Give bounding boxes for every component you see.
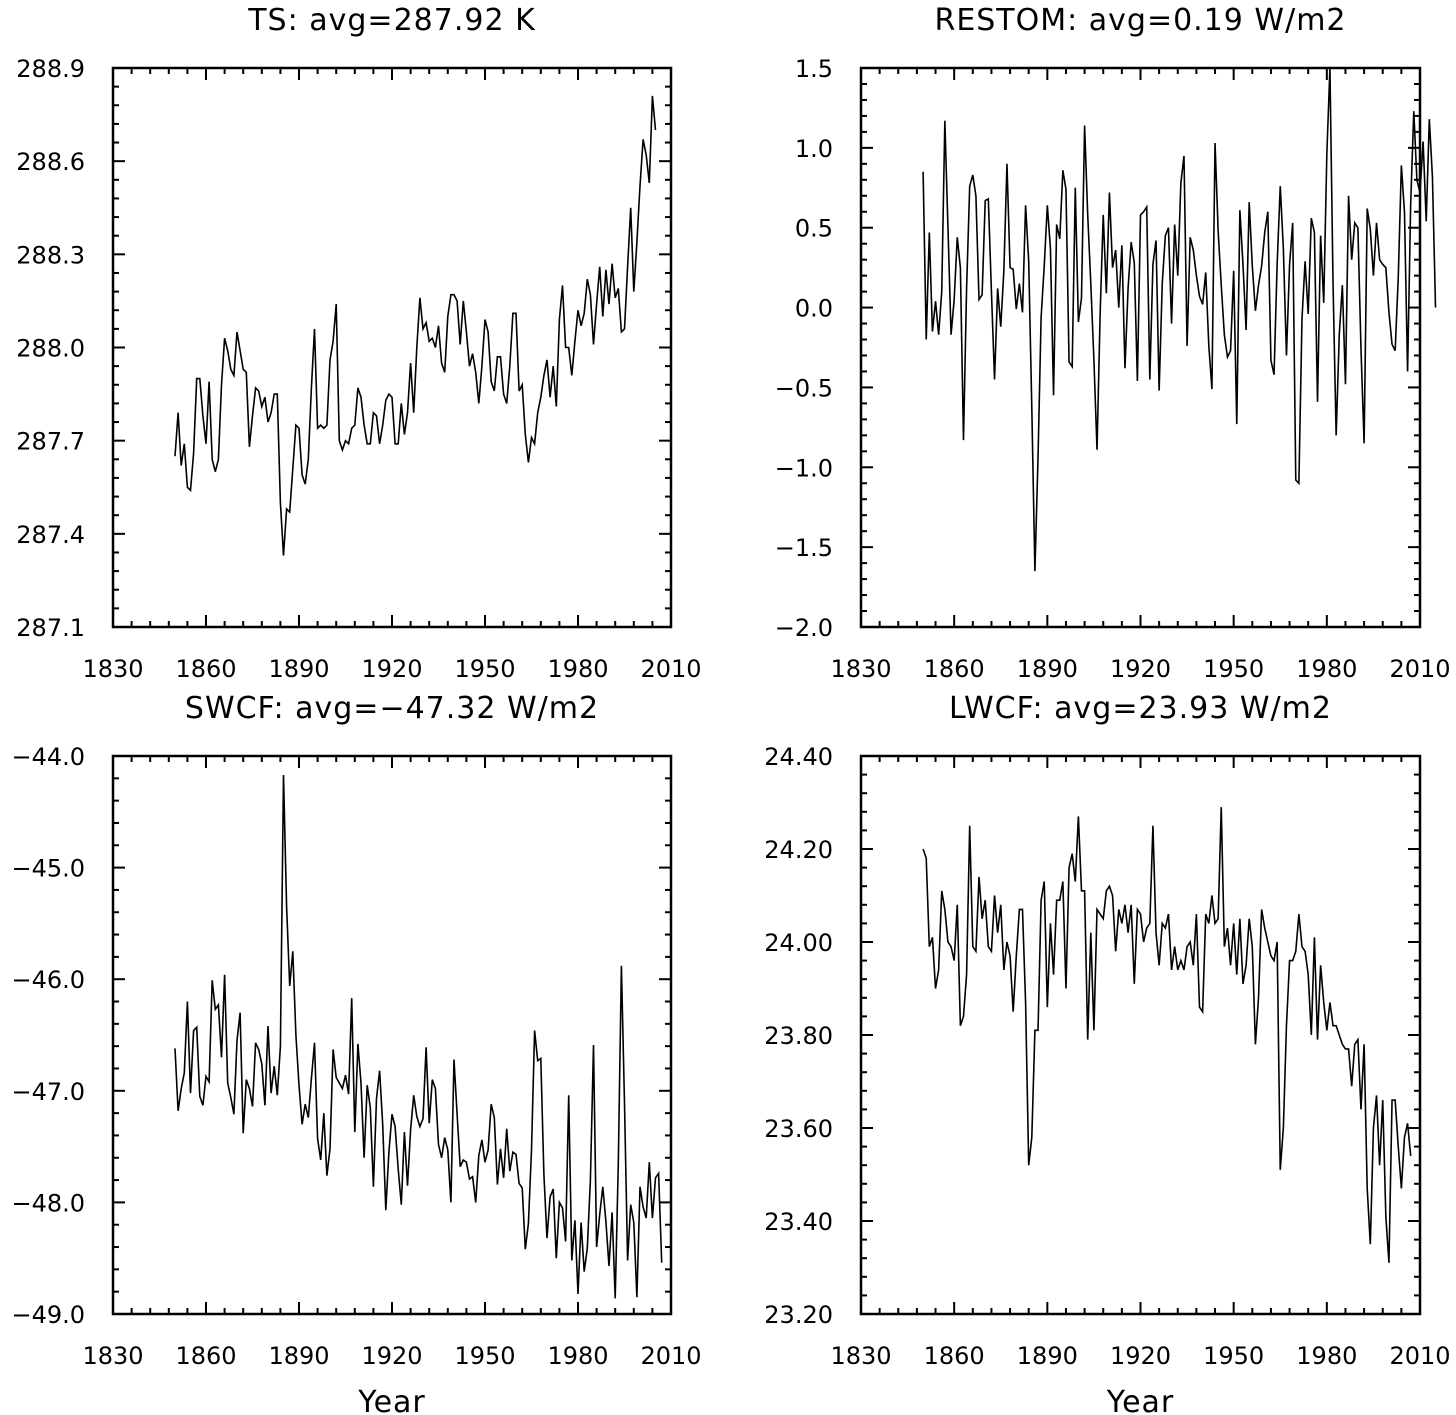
restom-x-tick-label: 1860 <box>924 655 985 683</box>
ts-y-tick-label: 288.9 <box>16 55 85 83</box>
ts-x-tick-label: 1980 <box>547 655 608 683</box>
ts-y-tick-label: 288.0 <box>16 335 85 363</box>
lwcf-plot-frame <box>859 754 1422 1316</box>
restom-x-tick-label: 1920 <box>1110 655 1171 683</box>
swcf-x-tick-label: 1980 <box>547 1342 608 1370</box>
swcf-y-tick-label: −44.0 <box>11 743 85 771</box>
ts-y-tick-label: 288.6 <box>16 148 85 176</box>
swcf-x-tick-label: 1830 <box>82 1342 143 1370</box>
swcf-title: SWCF: avg=−47.32 W/m2 <box>185 691 599 726</box>
lwcf-series-line <box>922 807 1412 1263</box>
restom-y-tick-label: 1.5 <box>795 55 833 83</box>
ts-x-tick-label: 1920 <box>361 655 422 683</box>
lwcf-x-tick-label: 1860 <box>924 1342 985 1370</box>
restom-x-tick-label: 1950 <box>1203 655 1264 683</box>
lwcf-y-tick-label: 23.40 <box>764 1208 833 1236</box>
swcf-y-tick-label: −47.0 <box>11 1078 85 1106</box>
restom-y-tick-label: 0.0 <box>795 295 833 323</box>
restom-panel: RESTOM: avg=0.19 W/m2 1830 1860 1890 1920 19… <box>775 3 1451 683</box>
lwcf-y-tick-label: 23.20 <box>764 1301 833 1329</box>
swcf-x-tick-label: 1920 <box>361 1342 422 1370</box>
lwcf-x-tick-label: 1950 <box>1203 1342 1264 1370</box>
restom-title: RESTOM: avg=0.19 W/m2 <box>934 3 1346 38</box>
lwcf-y-tick-label: 23.60 <box>764 1115 833 1143</box>
restom-y-tick-label: 1.0 <box>795 135 833 163</box>
swcf-y-tick-label: −46.0 <box>11 966 85 994</box>
ts-y-tick-label: 288.3 <box>16 241 85 269</box>
ts-plot-frame <box>111 66 673 629</box>
restom-x-tick-label: 1890 <box>1017 655 1078 683</box>
lwcf-x-tick-label: 1980 <box>1296 1342 1357 1370</box>
lwcf-x-axis-label: Year <box>1106 1385 1175 1415</box>
swcf-y-tick-label: −49.0 <box>11 1301 85 1329</box>
restom-x-tick-label: 2010 <box>1389 655 1450 683</box>
restom-series-line <box>922 67 1437 572</box>
swcf-panel: SWCF: avg=−47.32 W/m2 Year 1830 1860 1890 1… <box>11 691 701 1415</box>
swcf-x-tick-label: 1860 <box>175 1342 236 1370</box>
lwcf-x-tick-label: 1830 <box>830 1342 891 1370</box>
restom-y-tick-label: −1.5 <box>775 534 833 562</box>
ts-y-tick-label: 287.7 <box>16 428 85 456</box>
lwcf-x-tick-label: 1920 <box>1110 1342 1171 1370</box>
restom-y-tick-label: −0.5 <box>775 374 833 402</box>
lwcf-y-tick-label: 23.80 <box>764 1022 833 1050</box>
lwcf-y-tick-label: 24.40 <box>764 743 833 771</box>
lwcf-title: LWCF: avg=23.93 W/m2 <box>949 691 1332 726</box>
restom-x-tick-label: 1830 <box>830 655 891 683</box>
swcf-y-tick-label: −45.0 <box>11 855 85 883</box>
ts-title: TS: avg=287.92 K <box>247 3 536 38</box>
ts-panel: TS: avg=287.92 K 1830 1860 1890 1920 1950 198… <box>16 3 701 683</box>
ts-x-tick-label: 2010 <box>640 655 701 683</box>
lwcf-x-tick-label: 2010 <box>1389 1342 1450 1370</box>
lwcf-y-tick-label: 24.20 <box>764 836 833 864</box>
swcf-x-tick-label: 2010 <box>640 1342 701 1370</box>
restom-y-tick-label: 0.5 <box>795 215 833 243</box>
swcf-x-tick-label: 1890 <box>268 1342 329 1370</box>
restom-y-tick-label: −1.0 <box>775 454 833 482</box>
swcf-x-tick-label: 1950 <box>454 1342 515 1370</box>
lwcf-y-tick-label: 24.00 <box>764 929 833 957</box>
restom-x-tick-label: 1980 <box>1296 655 1357 683</box>
ts-series-line <box>174 95 657 556</box>
swcf-series-line <box>174 774 663 1299</box>
ts-y-tick-label: 287.4 <box>16 521 85 549</box>
swcf-y-tick-label: −48.0 <box>11 1189 85 1217</box>
swcf-x-axis-label: Year <box>357 1385 426 1415</box>
ts-x-tick-label: 1860 <box>175 655 236 683</box>
ts-y-tick-label: 287.1 <box>16 614 85 642</box>
lwcf-panel: LWCF: avg=23.93 W/m2 Year 1830 1860 1890 19… <box>764 691 1450 1415</box>
ts-x-tick-label: 1890 <box>268 655 329 683</box>
ts-x-tick-label: 1830 <box>82 655 143 683</box>
restom-y-tick-label: −2.0 <box>775 614 833 642</box>
ts-x-tick-label: 1950 <box>454 655 515 683</box>
lwcf-x-tick-label: 1890 <box>1017 1342 1078 1370</box>
